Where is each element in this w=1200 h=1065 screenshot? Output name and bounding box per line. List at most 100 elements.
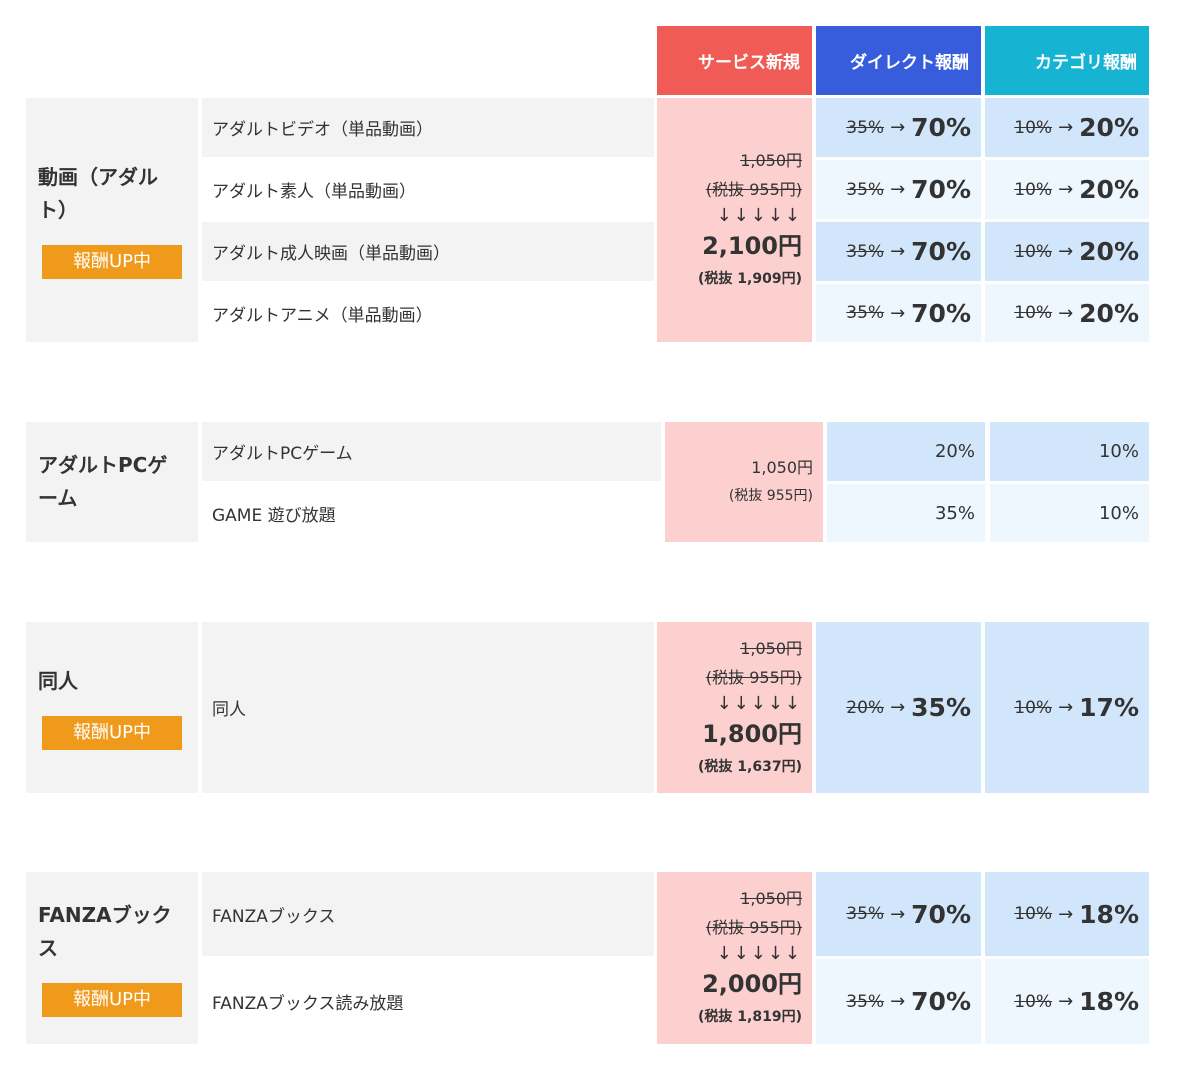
arrow-right-icon: →: [890, 117, 906, 138]
direct-rate-cell: 35% → 70%: [816, 222, 981, 281]
direct-rate-cell: 35% → 70%: [816, 284, 981, 342]
service-item: アダルト素人（単品動画）: [202, 160, 654, 219]
direct-rate-new: 70%: [911, 113, 971, 142]
header-category-reward: カテゴリ報酬: [985, 26, 1149, 95]
service-item: アダルト成人映画（単品動画）: [202, 222, 654, 281]
direct-rate-cell: 20% → 35%: [816, 622, 981, 793]
category-rate-old: 10%: [1014, 179, 1053, 200]
header-service-new: サービス新規: [657, 26, 812, 95]
price-cell: 1,050円 (税抜 955円) ↓↓↓↓↓ 2,100円 (税抜 1,909円): [657, 98, 812, 342]
reward-up-badge: 報酬UP中: [42, 716, 182, 750]
direct-rate-new: 70%: [911, 298, 971, 328]
category-rate-cell: 10% → 18%: [985, 872, 1149, 956]
category-rate-new: 20%: [1079, 237, 1139, 266]
category-rate-old: 10%: [1014, 697, 1053, 718]
direct-rate-new: 70%: [911, 175, 971, 204]
old-price-tax: (税抜 955円): [705, 180, 802, 199]
direct-rate-old: 35%: [846, 904, 885, 924]
old-price: 1,050円: [740, 889, 802, 908]
arrow-right-icon: →: [1058, 179, 1074, 200]
category-cell: 動画（アダルト） 報酬UP中: [26, 98, 198, 342]
arrow-right-icon: →: [890, 302, 906, 324]
category-name: FANZAブックス: [38, 903, 172, 960]
direct-rate-cell: 35% → 70%: [816, 160, 981, 219]
direct-rate-old: 35%: [846, 303, 885, 323]
category-rate-old: 10%: [1014, 991, 1053, 1012]
reward-up-badge: 報酬UP中: [42, 983, 182, 1017]
service-item: GAME 遊び放題: [202, 484, 661, 542]
new-price: 2,100円: [702, 232, 802, 260]
direct-rate-cell: 35% → 70%: [816, 959, 981, 1044]
category-rate-cell: 10%: [990, 484, 1149, 542]
category-rate-new: 20%: [1079, 298, 1139, 328]
price-cell: 1,050円 (税抜 955円): [665, 422, 823, 542]
direct-rate-cell: 35%: [827, 484, 985, 542]
arrow-right-icon: →: [1058, 991, 1074, 1012]
category-rate-new: 18%: [1079, 899, 1139, 929]
category-cell: FANZAブックス報酬UP中: [26, 872, 198, 1044]
service-item: アダルトアニメ（単品動画）: [202, 284, 654, 342]
category-name: 動画（アダルト）: [38, 165, 158, 222]
direct-rate-old: 35%: [846, 117, 885, 138]
service-item: アダルトビデオ（単品動画）: [202, 98, 654, 157]
down-arrows-icon: ↓↓↓↓↓: [716, 205, 802, 226]
category-name: アダルトPCゲーム: [38, 453, 168, 510]
category-cell: 同人報酬UP中: [26, 622, 198, 793]
service-item: 同人: [202, 622, 654, 793]
arrow-right-icon: →: [890, 991, 906, 1012]
category-name: 同人: [38, 669, 78, 693]
direct-rate-old: 35%: [846, 179, 885, 200]
arrow-right-icon: →: [1058, 302, 1074, 324]
category-rate-cell: 10% → 20%: [985, 222, 1149, 281]
header-direct-reward: ダイレクト報酬: [816, 26, 981, 95]
down-arrows-icon: ↓↓↓↓↓: [716, 943, 802, 964]
direct-rate-cell: 20%: [827, 422, 985, 481]
new-price-tax: (税抜 1,637円): [698, 758, 802, 775]
down-arrows-icon: ↓↓↓↓↓: [716, 692, 802, 714]
price-tax: (税抜 955円): [728, 488, 813, 504]
direct-rate: 35%: [934, 502, 975, 524]
category-rate: 10%: [1098, 502, 1139, 524]
direct-rate-new: 35%: [911, 693, 971, 722]
category-rate-cell: 10%: [990, 422, 1149, 481]
old-price: 1,050円: [740, 638, 802, 658]
category-rate-new: 20%: [1079, 113, 1139, 142]
category-rate-old: 10%: [1014, 303, 1053, 323]
direct-rate-old: 35%: [846, 991, 885, 1012]
category-rate-new: 20%: [1079, 175, 1139, 204]
category-rate-new: 18%: [1079, 987, 1139, 1016]
new-price: 1,800円: [702, 719, 802, 748]
service-item: FANZAブックス: [202, 872, 654, 956]
arrow-right-icon: →: [1058, 117, 1074, 138]
new-price: 2,000円: [702, 970, 802, 998]
arrow-right-icon: →: [890, 179, 906, 200]
new-price-tax: (税抜 1,819円): [698, 1009, 802, 1025]
category-rate-old: 10%: [1014, 117, 1053, 138]
reward-up-badge: 報酬UP中: [42, 245, 182, 279]
arrow-right-icon: →: [1058, 241, 1074, 262]
arrow-right-icon: →: [890, 903, 906, 925]
category-rate-cell: 10% → 17%: [985, 622, 1149, 793]
arrow-right-icon: →: [890, 241, 906, 262]
new-price-tax: (税抜 1,909円): [698, 271, 802, 287]
category-rate-new: 17%: [1079, 693, 1139, 722]
old-price: 1,050円: [740, 151, 802, 170]
direct-rate-cell: 35% → 70%: [816, 872, 981, 956]
old-price-tax: (税抜 955円): [705, 667, 802, 687]
price-cell: 1,050円 (税抜 955円) ↓↓↓↓↓ 1,800円 (税抜 1,637円): [657, 622, 812, 793]
direct-rate-cell: 35% → 70%: [816, 98, 981, 157]
direct-rate-new: 70%: [911, 987, 971, 1016]
category-rate-cell: 10% → 20%: [985, 98, 1149, 157]
direct-rate: 20%: [934, 441, 975, 462]
direct-rate-old: 35%: [846, 241, 885, 262]
direct-rate-new: 70%: [911, 899, 971, 929]
category-rate-cell: 10% → 20%: [985, 284, 1149, 342]
category-rate-cell: 10% → 20%: [985, 160, 1149, 219]
price-cell: 1,050円 (税抜 955円) ↓↓↓↓↓ 2,000円 (税抜 1,819円): [657, 872, 812, 1044]
category-rate-old: 10%: [1014, 904, 1053, 924]
category-rate-old: 10%: [1014, 241, 1053, 262]
arrow-right-icon: →: [1058, 903, 1074, 925]
service-item: FANZAブックス読み放題: [202, 959, 654, 1044]
direct-rate-new: 70%: [911, 237, 971, 266]
category-rate-cell: 10% → 18%: [985, 959, 1149, 1044]
